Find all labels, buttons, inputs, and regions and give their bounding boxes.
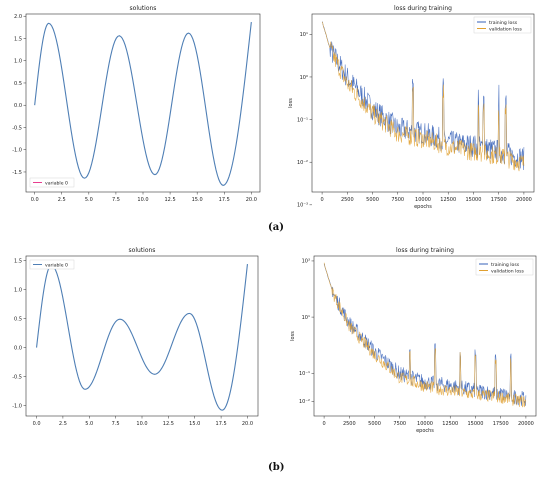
y-tick-label: -0.5 — [12, 374, 22, 380]
x-tick-label: 12.5 — [165, 197, 176, 203]
x-tick-label: 10000 — [417, 421, 433, 427]
y-tick-label: 1.5 — [14, 258, 22, 264]
y-tick-label: 10¹ — [300, 32, 308, 38]
y-tick-label: 2.0 — [14, 14, 22, 20]
y-tick-label: 1.0 — [14, 287, 22, 293]
y-tick-label: 10⁻³ — [297, 203, 308, 209]
legend-box — [473, 16, 532, 34]
legend-label: training loss — [489, 20, 518, 26]
loss-chart-a: loss during training 0 2500 5000 7500 10000 12… — [288, 5, 535, 210]
x-axis-label: epochs — [414, 204, 432, 210]
series-line-validation-loss — [321, 21, 525, 172]
x-tick-label: 17500 — [491, 197, 507, 203]
x-tick-label: 20.0 — [246, 197, 257, 203]
x-tick-label: 0 — [322, 421, 325, 427]
x-tick-label: 5000 — [368, 421, 381, 427]
legend-label: validation loss — [491, 268, 525, 274]
x-tick-label: 5.0 — [85, 197, 93, 203]
x-tick-label: 5.0 — [85, 421, 93, 427]
chart-title: loss during training — [394, 5, 452, 12]
x-tick-label: 7500 — [391, 197, 404, 203]
y-tick-label: 10⁰ — [300, 75, 308, 81]
x-tick-label: 15.0 — [189, 421, 200, 427]
chart-title: loss during training — [396, 247, 454, 254]
solutions-chart-b: solutions 0.0 2.5 5.0 7.5 10.0 12.5 15.0 17.5 20.… — [12, 247, 259, 427]
y-tick-label: 0.0 — [14, 103, 22, 109]
x-tick-label: 17.5 — [216, 421, 227, 427]
y-tick-label: -0.5 — [12, 125, 22, 131]
legend-label: variable 0 — [45, 180, 68, 186]
x-tick-label: 12.5 — [163, 421, 174, 427]
x-tick-label: 0.0 — [33, 421, 41, 427]
x-tick-label: 2.5 — [59, 421, 67, 427]
y-tick-label: -1.0 — [12, 148, 22, 154]
y-tick-label: 10¹ — [302, 315, 310, 321]
x-tick-label: 0.0 — [31, 197, 39, 203]
y-tick-label: 10⁻² — [297, 160, 308, 166]
x-tick-label: 12500 — [442, 421, 458, 427]
y-tick-label: 10⁻¹ — [297, 117, 308, 123]
y-tick-label: 1.0 — [14, 59, 22, 65]
x-tick-label: 20000 — [518, 421, 534, 427]
x-tick-label: 20000 — [516, 197, 532, 203]
x-axis-label: epochs — [416, 428, 434, 434]
y-tick-label: 0.0 — [14, 345, 22, 351]
legend-box — [29, 259, 75, 270]
chart-title: solutions — [129, 247, 156, 254]
y-tick-label: 10⁻² — [299, 399, 310, 405]
legend-box — [475, 258, 534, 276]
series-line-training-loss — [323, 263, 527, 406]
series-line-validation-loss — [323, 262, 527, 408]
loss-chart-b: loss during training 0 2500 5000 7500 10000 12… — [290, 247, 537, 434]
plot-frame — [25, 13, 261, 193]
x-tick-label: 12500 — [440, 197, 456, 203]
y-tick-label: 1.5 — [14, 36, 22, 42]
y-tick-label: 0.5 — [14, 316, 22, 322]
solutions-chart-a: solutions 0.0 2.5 5.0 7.5 10.0 12.5 15.0 17.5 20.… — [12, 5, 261, 203]
x-tick-label: 10.0 — [136, 421, 147, 427]
series-line-training-loss — [321, 21, 525, 171]
y-tick-label: 10³ — [302, 259, 310, 265]
panel-label-a: (a) — [268, 222, 284, 233]
series-line-variable-0 — [34, 21, 252, 187]
x-tick-label: 10.0 — [137, 197, 148, 203]
x-tick-label: 0 — [320, 197, 323, 203]
x-tick-label: 20.0 — [242, 421, 253, 427]
y-tick-label: -1.5 — [12, 170, 22, 176]
legend-label: validation loss — [489, 26, 523, 32]
series-line-variable-0 — [36, 264, 248, 411]
x-tick-label: 15.0 — [192, 197, 203, 203]
x-tick-label: 7500 — [393, 421, 406, 427]
x-tick-label: 15000 — [468, 421, 484, 427]
legend-label: variable 0 — [45, 262, 68, 268]
x-tick-label: 7.5 — [112, 197, 120, 203]
legend-box — [29, 177, 75, 188]
x-tick-label: 10000 — [415, 197, 431, 203]
chart-title: solutions — [130, 5, 157, 12]
y-tick-label: 0.5 — [14, 81, 22, 87]
panel-label-b: (b) — [268, 462, 285, 473]
y-axis-label: loss — [288, 98, 294, 108]
x-tick-label: 2500 — [343, 421, 356, 427]
x-tick-label: 17.5 — [219, 197, 230, 203]
x-tick-label: 2.5 — [58, 197, 66, 203]
legend-label: training loss — [491, 262, 520, 268]
x-tick-label: 5000 — [366, 197, 379, 203]
y-axis-label: loss — [290, 331, 296, 341]
y-tick-label: -1.0 — [12, 403, 22, 409]
x-tick-label: 15000 — [466, 197, 482, 203]
x-tick-label: 2500 — [341, 197, 354, 203]
plot-frame — [311, 13, 535, 193]
x-tick-label: 7.5 — [112, 421, 120, 427]
plot-frame — [25, 255, 259, 417]
y-tick-label: 10⁻¹ — [299, 371, 310, 377]
x-tick-label: 17500 — [493, 421, 509, 427]
